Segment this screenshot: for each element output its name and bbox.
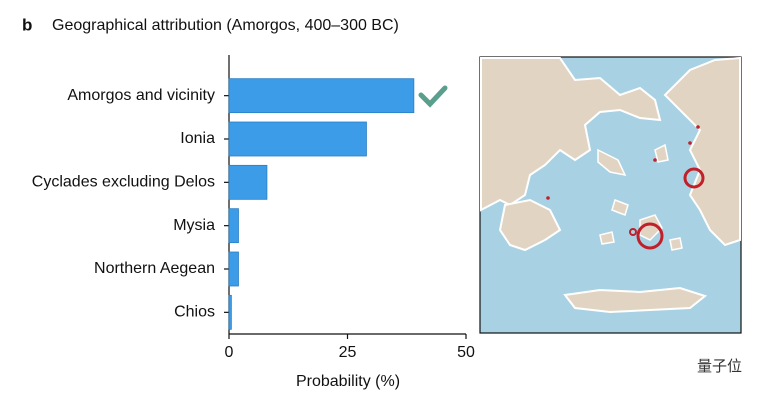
y-tick-label: Northern Aegean — [94, 260, 215, 277]
bar — [228, 294, 232, 330]
watermark: 量子位 — [697, 358, 742, 375]
x-tick-label: 50 — [457, 344, 475, 361]
check-icon — [418, 85, 448, 108]
bar — [228, 164, 268, 200]
y-tick-label: Ionia — [180, 130, 215, 147]
bar — [228, 78, 415, 114]
bar — [228, 121, 367, 157]
y-tick-label: Amorgos and vicinity — [67, 87, 215, 104]
x-tick-label: 0 — [225, 344, 234, 361]
bar — [228, 251, 239, 287]
y-tick-label: Cyclades excluding Delos — [32, 174, 215, 191]
bar — [228, 208, 239, 244]
y-tick-label: Mysia — [173, 217, 215, 234]
map — [479, 56, 742, 334]
panel-label: b — [22, 15, 32, 34]
y-tick-label: Chios — [174, 304, 215, 321]
chart-title: Geographical attribution (Amorgos, 400–3… — [52, 17, 399, 34]
x-tick-label: 25 — [339, 344, 357, 361]
x-axis-label: Probability (%) — [296, 373, 400, 390]
